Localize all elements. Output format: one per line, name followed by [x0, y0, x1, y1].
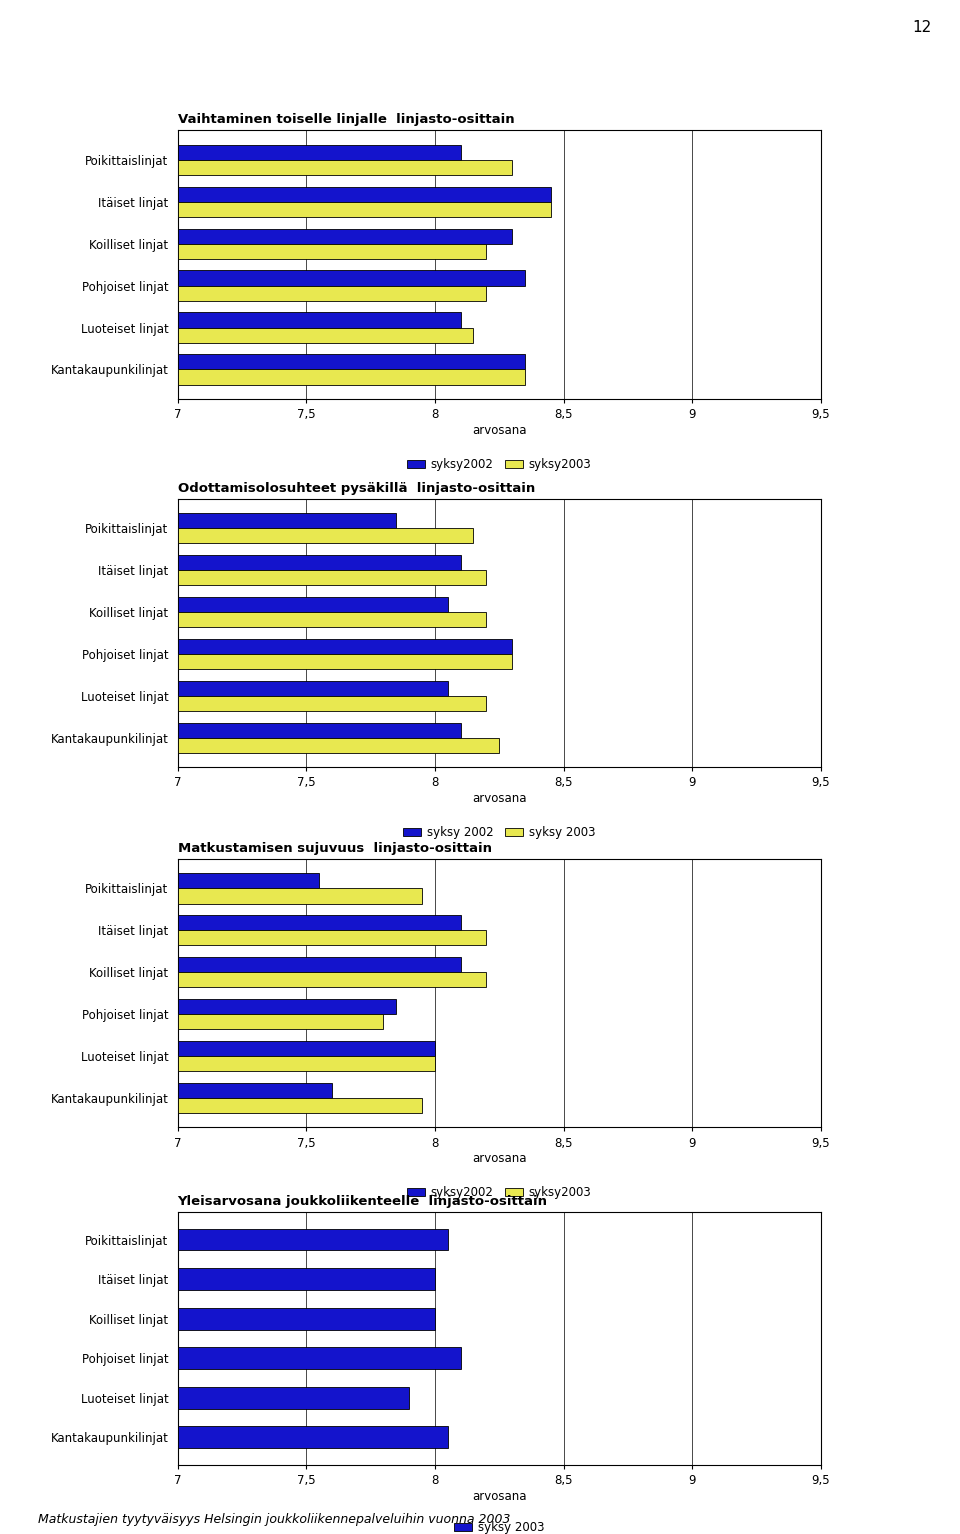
Text: Yleisarvosana joukkoliikenteelle  linjasto-osittain: Yleisarvosana joukkoliikenteelle linjast… [178, 1195, 547, 1207]
Text: 12: 12 [912, 20, 931, 35]
Text: Matkustamisen sujuvuus  linjasto-osittain: Matkustamisen sujuvuus linjasto-osittain [178, 842, 492, 854]
Bar [178, 873, 319, 888]
Bar [178, 270, 525, 285]
X-axis label: arvosana: arvosana [472, 1152, 526, 1166]
Bar [178, 512, 396, 528]
X-axis label: arvosana: arvosana [472, 792, 526, 805]
Bar [178, 597, 447, 612]
Bar [178, 1229, 447, 1250]
Bar [178, 1387, 409, 1408]
Bar [178, 528, 473, 543]
Bar [178, 1269, 435, 1290]
Bar [178, 1042, 435, 1057]
Bar [178, 957, 461, 973]
Bar [178, 370, 525, 385]
Bar [178, 1309, 435, 1330]
Bar [178, 328, 473, 342]
Text: Odottamisolosuhteet pysäkillä  linjasto-osittain: Odottamisolosuhteet pysäkillä linjasto-o… [178, 482, 535, 494]
Bar [178, 916, 461, 930]
Bar [178, 638, 512, 653]
Bar [178, 653, 512, 669]
Bar [178, 229, 512, 244]
Bar [178, 1014, 383, 1029]
Bar [178, 160, 512, 175]
Bar [178, 1083, 332, 1098]
Legend: syksy 2003: syksy 2003 [449, 1517, 549, 1534]
X-axis label: arvosana: arvosana [472, 423, 526, 437]
Bar [178, 696, 487, 710]
Bar [178, 888, 422, 904]
Legend: syksy2002, syksy2003: syksy2002, syksy2003 [402, 1181, 596, 1204]
Text: Matkustajien tyytyväisyys Helsingin joukkoliikennepalveluihin vuonna 2003: Matkustajien tyytyväisyys Helsingin jouk… [38, 1514, 511, 1526]
Text: Vaihtaminen toiselle linjalle  linjasto-osittain: Vaihtaminen toiselle linjalle linjasto-o… [178, 114, 515, 126]
Bar [178, 681, 447, 696]
X-axis label: arvosana: arvosana [472, 1490, 526, 1503]
Bar [178, 738, 499, 753]
Bar [178, 555, 461, 569]
Bar [178, 1347, 461, 1368]
Bar [178, 313, 461, 328]
Bar [178, 244, 487, 259]
Bar [178, 201, 551, 216]
Bar [178, 187, 551, 201]
Legend: syksy 2002, syksy 2003: syksy 2002, syksy 2003 [398, 821, 600, 844]
Bar [178, 723, 461, 738]
Bar [178, 354, 525, 370]
Bar [178, 285, 487, 301]
Legend: syksy2002, syksy2003: syksy2002, syksy2003 [402, 453, 596, 476]
Bar [178, 569, 487, 584]
Bar [178, 612, 487, 627]
Bar [178, 973, 487, 988]
Bar [178, 144, 461, 160]
Bar [178, 1057, 435, 1071]
Bar [178, 1098, 422, 1114]
Bar [178, 1427, 447, 1448]
Bar [178, 930, 487, 945]
Bar [178, 999, 396, 1014]
